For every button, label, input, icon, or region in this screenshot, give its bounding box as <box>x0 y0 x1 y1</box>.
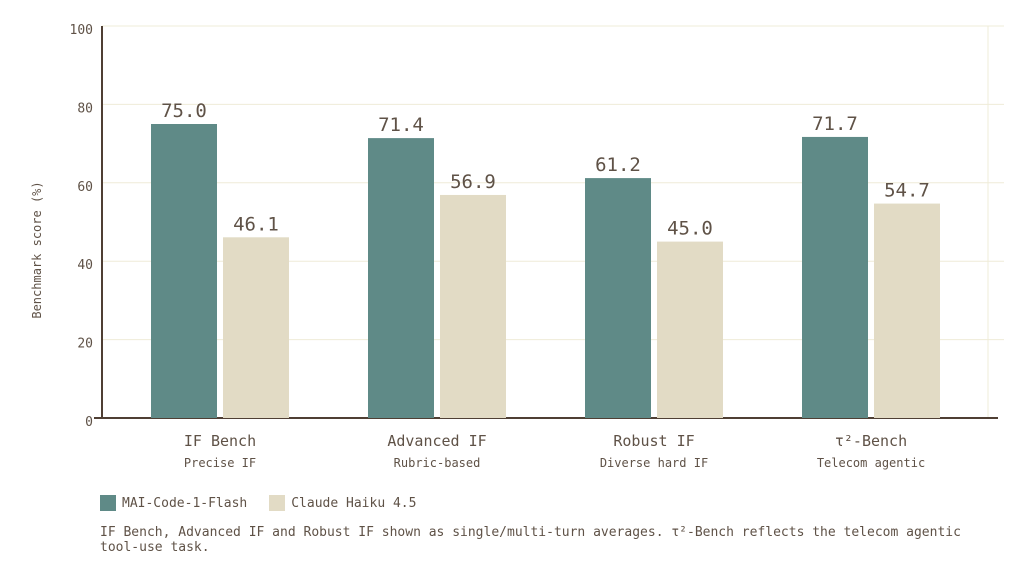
bar-1-3 <box>874 203 940 418</box>
y-axis-label: Benchmark score (%) <box>30 181 44 318</box>
legend-item-mai-code-1-flash: MAI-Code-1-Flash <box>100 495 247 511</box>
y-tick-label-40: 40 <box>77 258 93 273</box>
x-tick-sublabel-2: Diverse hard IF <box>600 456 708 470</box>
data-label-1-2: 45.0 <box>667 218 713 240</box>
x-tick-label-1: Advanced IF <box>387 432 486 450</box>
bar-0-2 <box>585 178 651 418</box>
bar-chart: 0 20 40 60 80 100 Benchmark score (%) 75.0 46.1 I… <box>30 23 1004 470</box>
y-tick-label-60: 60 <box>77 180 93 195</box>
x-tick-sublabel-0: Precise IF <box>184 456 256 470</box>
bar-0-1 <box>368 138 434 418</box>
legend-item-claude-haiku-4-5: Claude Haiku 4.5 <box>269 495 416 511</box>
x-tick-label-0: IF Bench <box>184 432 256 450</box>
legend-label-claude-haiku-4-5: Claude Haiku 4.5 <box>291 495 417 511</box>
legend-label-mai-code-1-flash: MAI-Code-1-Flash <box>122 495 248 511</box>
x-tick-label-2: Robust IF <box>613 432 694 450</box>
data-label-0-0: 75.0 <box>161 100 207 122</box>
x-tick-sublabel-1: Rubric-based <box>394 456 481 470</box>
data-label-1-3: 54.7 <box>884 180 930 202</box>
x-tick-label-3: τ²-Bench <box>835 432 907 450</box>
y-tick-label-100: 100 <box>70 23 93 38</box>
data-label-0-1: 71.4 <box>378 114 424 136</box>
footnote: IF Bench, Advanced IF and Robust IF show… <box>100 525 961 555</box>
bar-1-0 <box>223 237 289 418</box>
bar-0-3 <box>802 136 868 418</box>
legend-swatch-mai-code-1-flash <box>100 495 116 511</box>
y-tick-label-0: 0 <box>85 415 93 430</box>
bar-1-1 <box>440 194 506 418</box>
y-tick-label-20: 20 <box>77 337 93 352</box>
data-label-0-3: 71.7 <box>812 113 858 135</box>
data-label-1-1: 56.9 <box>450 171 496 193</box>
legend: MAI-Code-1-Flash Claude Haiku 4.5 <box>100 495 416 511</box>
data-label-1-0: 46.1 <box>233 213 279 235</box>
bar-1-2 <box>657 241 723 418</box>
x-tick-sublabel-3: Telecom agentic <box>817 456 925 470</box>
bar-0-0 <box>151 124 217 418</box>
y-tick-label-80: 80 <box>77 101 93 116</box>
data-label-0-2: 61.2 <box>595 154 641 176</box>
legend-swatch-claude-haiku-4-5 <box>269 495 286 511</box>
